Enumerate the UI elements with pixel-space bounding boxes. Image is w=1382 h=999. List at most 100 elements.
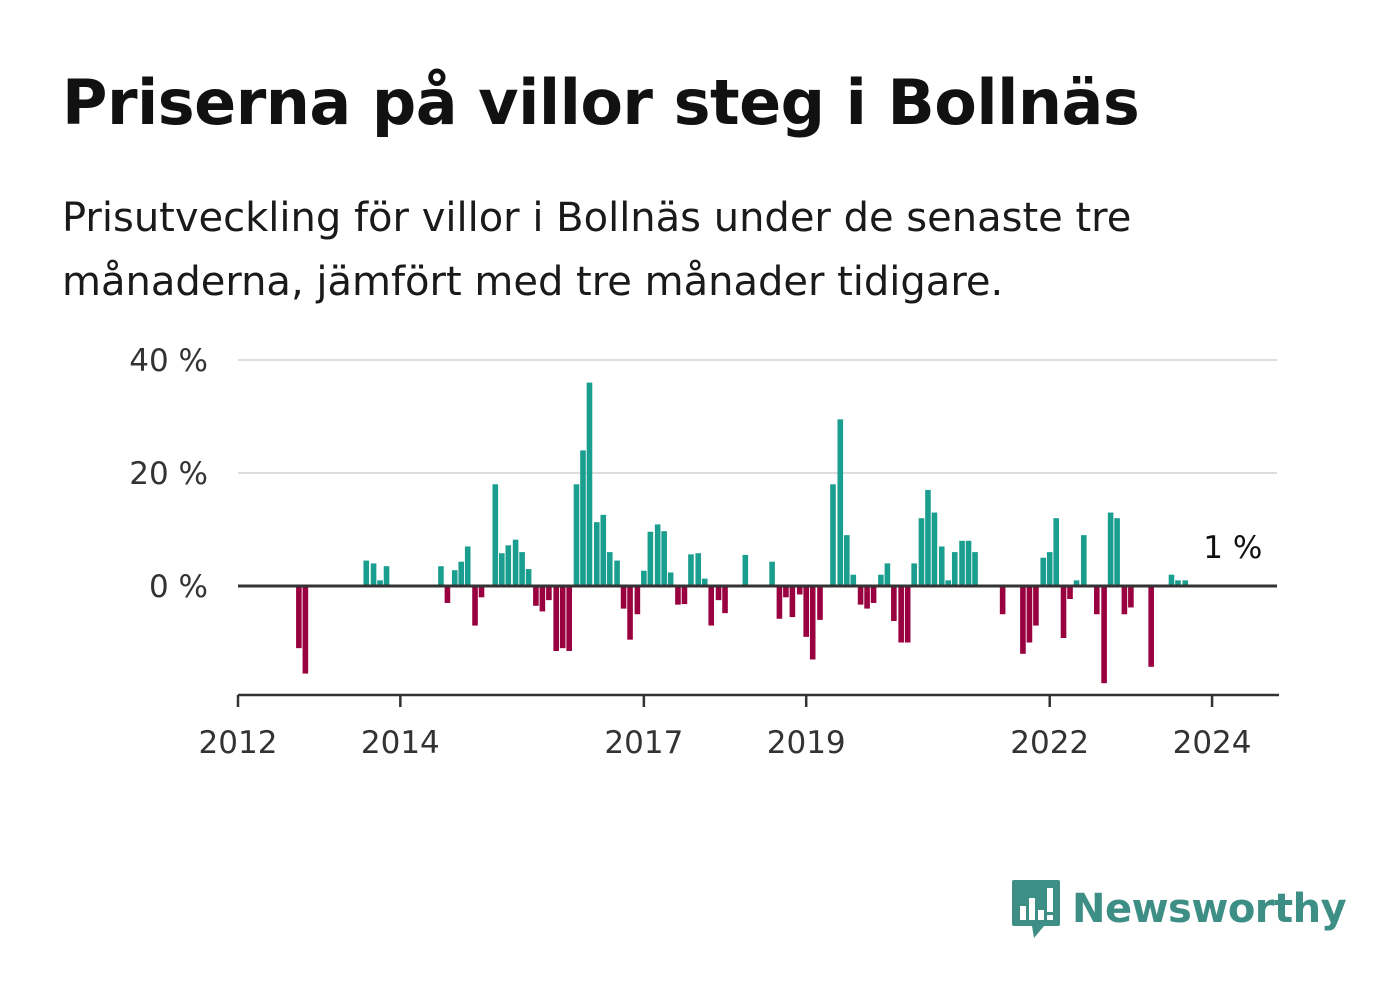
bar bbox=[945, 580, 952, 586]
bar bbox=[472, 586, 478, 626]
bar bbox=[769, 561, 775, 586]
bar bbox=[1128, 586, 1134, 608]
bar bbox=[796, 586, 803, 595]
bar bbox=[878, 574, 884, 586]
bar bbox=[918, 518, 925, 586]
bar bbox=[458, 561, 465, 586]
y-tick-label: 40 % bbox=[129, 343, 208, 379]
bar bbox=[363, 560, 370, 586]
bar bbox=[553, 586, 559, 651]
bar bbox=[965, 540, 972, 586]
bar bbox=[1020, 586, 1026, 654]
bar bbox=[1067, 586, 1073, 599]
x-tick-label: 2017 bbox=[604, 725, 683, 761]
bar bbox=[809, 586, 816, 660]
bar bbox=[1107, 512, 1114, 586]
bar bbox=[850, 574, 857, 586]
bar bbox=[606, 552, 613, 586]
x-tick-label: 2019 bbox=[767, 725, 846, 761]
bar bbox=[911, 563, 917, 586]
bar bbox=[864, 586, 870, 609]
bar bbox=[857, 586, 864, 605]
x-tick-label: 2012 bbox=[199, 725, 278, 761]
bar bbox=[776, 586, 783, 619]
bar bbox=[492, 484, 499, 586]
bar bbox=[634, 586, 641, 615]
bar bbox=[519, 552, 525, 586]
bar bbox=[546, 586, 552, 601]
bar bbox=[451, 570, 458, 586]
bar bbox=[972, 552, 978, 586]
bar bbox=[444, 586, 451, 603]
bar bbox=[1073, 580, 1080, 586]
bar bbox=[1121, 586, 1128, 615]
x-tick-label: 2014 bbox=[361, 725, 440, 761]
bar bbox=[1175, 580, 1181, 586]
bar bbox=[580, 450, 586, 586]
bar bbox=[931, 512, 938, 586]
bar bbox=[512, 539, 519, 586]
bar bbox=[817, 586, 823, 620]
bar bbox=[566, 586, 572, 651]
bar bbox=[383, 566, 390, 586]
bar bbox=[695, 553, 702, 586]
newsworthy-logo: Newsworthy bbox=[1010, 878, 1347, 940]
bar bbox=[1046, 552, 1053, 586]
bar bbox=[573, 484, 580, 586]
bar bbox=[1040, 557, 1047, 586]
bar bbox=[499, 553, 505, 586]
bar bbox=[708, 586, 715, 626]
bar bbox=[904, 586, 911, 643]
last-value-label: 1 % bbox=[1203, 530, 1262, 566]
bar bbox=[559, 586, 566, 649]
bar bbox=[654, 524, 661, 586]
bar bbox=[478, 586, 485, 598]
bar-chart: 0 % 20 % 40 % 2012 2014 2017 2019 2022 2024 1 % bbox=[129, 343, 1279, 761]
bar bbox=[803, 586, 809, 637]
bar bbox=[1053, 518, 1060, 586]
bar bbox=[620, 586, 627, 609]
bar bbox=[715, 586, 722, 601]
bar bbox=[1026, 586, 1033, 643]
bar bbox=[722, 586, 728, 614]
y-tick-label: 20 % bbox=[129, 456, 208, 492]
bar bbox=[959, 540, 965, 586]
bar bbox=[661, 531, 667, 586]
bar bbox=[884, 563, 891, 586]
bar bbox=[1101, 586, 1107, 684]
bar bbox=[830, 484, 836, 586]
bar bbox=[951, 552, 958, 586]
bar bbox=[843, 535, 850, 586]
bar bbox=[938, 546, 945, 586]
bar bbox=[898, 586, 904, 643]
bar bbox=[1060, 586, 1067, 638]
bars bbox=[296, 382, 1189, 684]
y-tick-label: 0 % bbox=[149, 569, 208, 605]
bar bbox=[593, 522, 600, 586]
bar bbox=[525, 569, 532, 586]
bar bbox=[667, 572, 674, 586]
bar bbox=[1182, 580, 1189, 586]
bar bbox=[742, 554, 749, 586]
bar bbox=[675, 586, 681, 605]
bar bbox=[999, 586, 1006, 615]
bar bbox=[614, 560, 620, 586]
axes bbox=[236, 584, 1279, 707]
bar bbox=[438, 566, 444, 586]
bar bbox=[586, 382, 593, 586]
bar bbox=[647, 531, 654, 586]
bar bbox=[925, 489, 931, 586]
bar bbox=[464, 546, 471, 586]
bar bbox=[789, 586, 796, 618]
bar bbox=[870, 586, 877, 603]
bar bbox=[533, 586, 539, 606]
x-tick-label: 2024 bbox=[1173, 725, 1252, 761]
bar bbox=[783, 586, 789, 598]
bar bbox=[1114, 518, 1120, 586]
bar bbox=[1033, 586, 1039, 626]
bar bbox=[1081, 535, 1087, 586]
bar bbox=[600, 514, 607, 586]
bar bbox=[891, 586, 897, 622]
bar bbox=[688, 554, 694, 586]
bar bbox=[377, 580, 383, 586]
